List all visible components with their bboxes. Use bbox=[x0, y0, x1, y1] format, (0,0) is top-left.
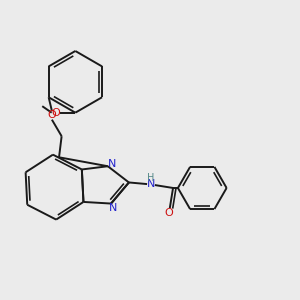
Text: N: N bbox=[107, 159, 116, 169]
Text: H: H bbox=[147, 172, 155, 183]
Text: O: O bbox=[165, 208, 173, 218]
Text: O: O bbox=[47, 110, 56, 120]
Text: N: N bbox=[147, 179, 155, 189]
Text: O: O bbox=[52, 108, 60, 118]
Text: N: N bbox=[109, 203, 117, 213]
